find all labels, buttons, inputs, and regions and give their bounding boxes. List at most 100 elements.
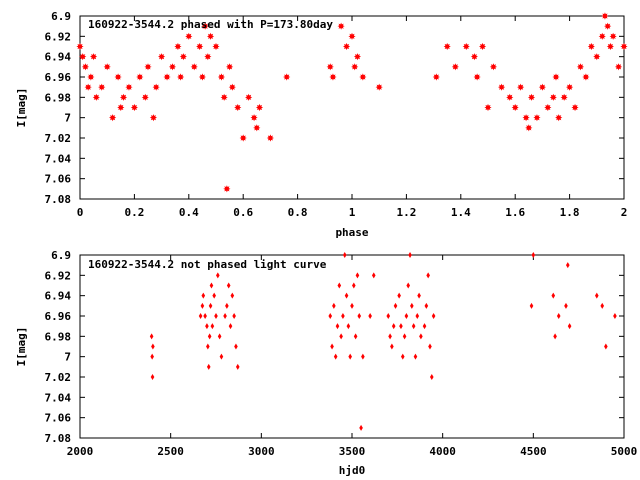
data-point — [152, 83, 160, 91]
data-point — [601, 12, 609, 20]
data-point — [329, 73, 337, 81]
data-point — [604, 343, 608, 350]
data-point — [198, 313, 203, 319]
data-point — [478, 42, 487, 51]
data-point — [150, 353, 154, 360]
data-point — [149, 114, 158, 122]
data-point — [388, 333, 392, 340]
data-point — [239, 134, 247, 142]
data-point — [525, 124, 533, 132]
y-tick-label: 6.96 — [45, 310, 72, 323]
x-tick-label: 2000 — [67, 445, 94, 458]
data-point — [443, 42, 451, 51]
y-tick-label: 6.98 — [45, 330, 72, 343]
y-axis-label: I[mag] — [15, 327, 28, 367]
data-point — [149, 333, 154, 340]
data-point — [144, 63, 152, 71]
x-tick-label: 2500 — [157, 445, 184, 458]
data-point — [361, 353, 365, 360]
data-point — [564, 302, 568, 309]
data-point — [351, 63, 359, 71]
data-point — [498, 83, 506, 91]
data-point — [332, 302, 336, 309]
data-point — [587, 42, 595, 51]
data-point — [391, 323, 396, 330]
data-point — [125, 83, 133, 91]
x-tick-label: 2 — [621, 206, 628, 219]
data-point — [371, 272, 376, 279]
x-axis-label: phase — [335, 226, 368, 239]
data-point — [84, 83, 92, 91]
x-tick-label: 1.8 — [560, 206, 580, 219]
x-tick-label: 0 — [77, 206, 84, 219]
data-point — [210, 323, 215, 330]
data-point — [283, 73, 291, 81]
data-point — [204, 53, 212, 61]
data-point — [598, 32, 606, 40]
chart-title: 160922-3544.2 not phased light curve — [88, 258, 327, 271]
y-tick-label: 6.9 — [51, 10, 71, 23]
data-point — [593, 53, 601, 61]
data-point — [419, 333, 423, 340]
data-point — [408, 252, 412, 258]
data-point — [426, 272, 430, 279]
data-point — [413, 353, 418, 360]
data-point — [400, 353, 405, 360]
y-tick-label: 6.94 — [45, 290, 72, 303]
x-tick-label: 0.6 — [233, 206, 253, 219]
y-tick-label: 6.92 — [45, 269, 72, 282]
data-point — [198, 73, 206, 81]
data-point — [410, 302, 414, 309]
x-tick-label: 0.2 — [124, 206, 144, 219]
chart-title: 160922-3544.2 phased with P=173.80day — [88, 18, 333, 31]
data-point — [422, 323, 427, 330]
data-point — [337, 282, 342, 289]
data-point — [235, 363, 240, 370]
data-point — [174, 42, 182, 51]
y-tick-label: 6.98 — [45, 91, 72, 104]
data-point — [203, 313, 207, 319]
data-point — [119, 93, 128, 101]
data-point — [470, 53, 478, 61]
data-point — [489, 63, 498, 71]
data-point — [431, 313, 436, 319]
data-point — [212, 42, 220, 51]
data-point — [330, 343, 334, 350]
data-point — [81, 63, 90, 71]
data-point — [567, 323, 572, 330]
data-point — [424, 302, 429, 309]
data-point — [266, 134, 274, 142]
data-point — [225, 302, 229, 309]
data-point — [179, 53, 187, 61]
data-point — [141, 93, 149, 101]
data-point — [151, 343, 155, 350]
data-point — [177, 73, 185, 81]
data-point — [206, 32, 215, 40]
data-point — [571, 103, 579, 112]
data-point — [402, 333, 407, 340]
data-point — [163, 73, 171, 81]
data-point — [98, 83, 106, 91]
data-point — [428, 343, 432, 350]
data-point — [473, 73, 481, 81]
data-point — [217, 333, 222, 340]
data-point — [109, 114, 117, 122]
data-point — [553, 333, 557, 340]
data-point — [90, 53, 98, 61]
data-point — [196, 42, 204, 51]
data-point — [342, 42, 351, 51]
y-tick-label: 7.06 — [45, 412, 72, 425]
data-point — [359, 73, 367, 81]
data-point — [406, 282, 411, 289]
data-point — [609, 32, 617, 40]
data-point — [253, 124, 261, 132]
data-point — [117, 103, 125, 112]
plot-frame — [79, 254, 625, 439]
data-point — [538, 83, 546, 91]
data-point — [245, 93, 253, 101]
data-point — [150, 374, 155, 380]
y-tick-label: 7.02 — [45, 371, 72, 384]
data-point — [606, 42, 614, 51]
x-tick-label: 1.2 — [396, 206, 416, 219]
data-point — [375, 83, 383, 91]
